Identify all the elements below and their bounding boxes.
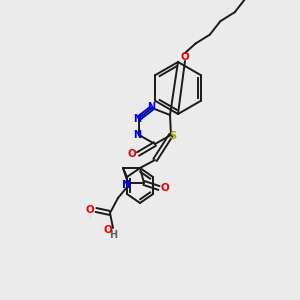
Text: O: O	[103, 225, 112, 235]
Text: O: O	[181, 52, 189, 62]
Text: H: H	[109, 230, 117, 240]
Text: O: O	[160, 183, 169, 193]
Text: N: N	[147, 102, 155, 112]
Text: N: N	[133, 114, 141, 124]
Text: N: N	[133, 130, 141, 140]
Text: O: O	[128, 149, 136, 159]
Text: N: N	[122, 180, 130, 190]
Text: S: S	[169, 131, 177, 141]
Text: O: O	[85, 205, 94, 215]
